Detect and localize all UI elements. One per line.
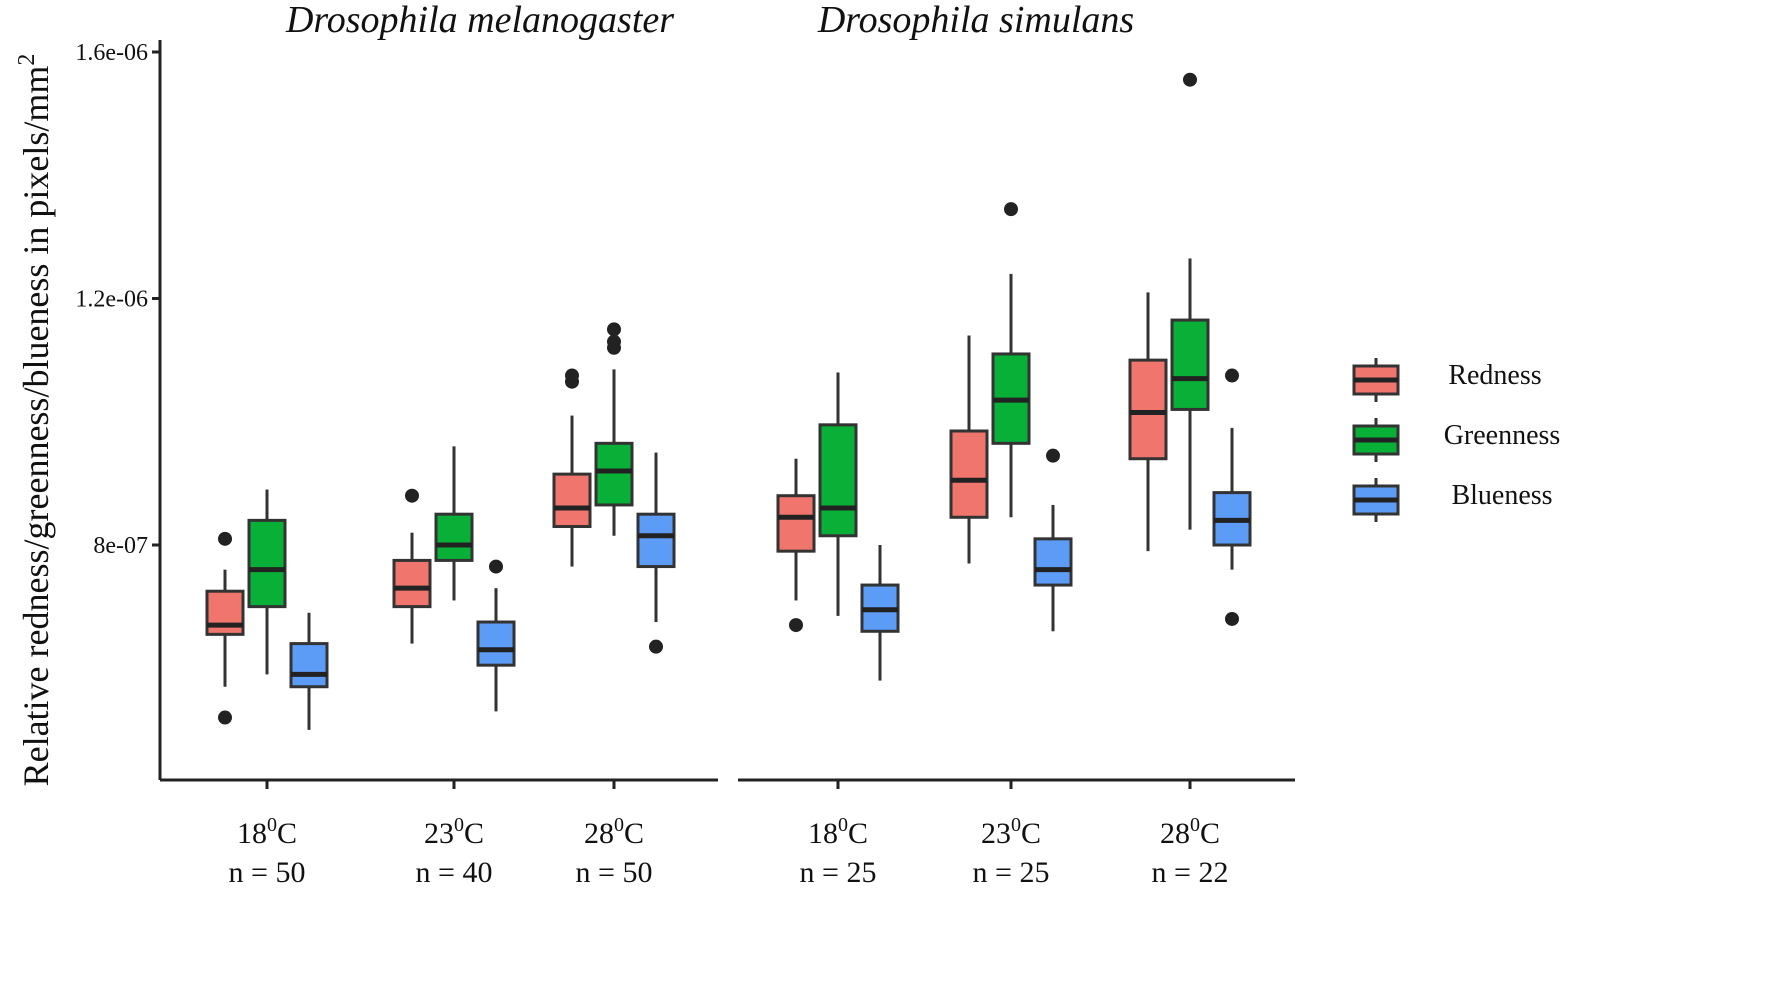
y-tick-label: 1.6e-06	[75, 40, 148, 66]
outlier-point	[1183, 72, 1197, 87]
box-redness	[552, 368, 592, 567]
iqr-box	[289, 642, 329, 689]
box-greenness	[1170, 72, 1210, 530]
legend-label: Blueness	[1451, 480, 1552, 511]
iqr-box	[1033, 537, 1073, 587]
outlier-point	[405, 488, 419, 503]
iqr-box	[1128, 358, 1168, 461]
sample-size-label: n = 50	[229, 856, 306, 889]
temperature-value: 18	[237, 817, 267, 850]
outlier-point	[1004, 202, 1018, 217]
sample-size-label: n = 50	[576, 856, 653, 889]
outlier-point	[649, 639, 663, 654]
temperature-value: 23	[981, 817, 1011, 850]
degree-superscript: 0	[614, 814, 624, 836]
box-greenness	[434, 446, 474, 601]
box-blueness	[860, 545, 900, 681]
legend-label: Redness	[1448, 360, 1541, 391]
outlier-point	[607, 322, 621, 337]
temperature-value: 28	[1160, 817, 1190, 850]
outlier-point	[789, 618, 803, 633]
panel-title: Drosophila melanogaster	[285, 0, 674, 41]
x-tick-label: 280C	[584, 814, 644, 850]
box-redness	[1128, 292, 1168, 552]
iqr-box	[636, 512, 676, 569]
sample-size-label: n = 40	[416, 856, 493, 889]
iqr-box	[776, 494, 816, 553]
y-tick-label: 8e-07	[93, 533, 148, 559]
box-greenness	[991, 202, 1031, 518]
box-greenness	[247, 489, 287, 675]
iqr-box	[392, 558, 432, 609]
legend: Redness Greenness Blueness	[1352, 358, 1561, 522]
temperature-unit: C	[1021, 817, 1041, 850]
iqr-box	[1170, 318, 1210, 411]
x-tick-label: 230C	[424, 814, 484, 850]
temperature-unit: C	[624, 817, 644, 850]
iqr-box	[594, 441, 634, 507]
temperature-value: 18	[808, 817, 838, 850]
outlier-point	[489, 559, 503, 574]
iqr-box	[434, 512, 474, 562]
iqr-box	[247, 518, 287, 609]
plot-area	[205, 72, 1252, 730]
degree-superscript: 0	[454, 814, 464, 836]
outlier-point	[218, 710, 232, 725]
box-greenness	[818, 372, 858, 616]
x-tick-label: 180C	[237, 814, 297, 850]
y-axis-label-text: Relative redness/greenness/blueness in p…	[16, 66, 56, 787]
temperature-unit: C	[464, 817, 484, 850]
box-redness	[949, 335, 989, 564]
box-redness	[776, 458, 816, 633]
temperature-value: 23	[424, 817, 454, 850]
box-greenness	[594, 322, 634, 536]
degree-superscript: 0	[1011, 814, 1021, 836]
panel-titles: Drosophila melanogaster Drosophila simula…	[285, 0, 1134, 41]
degree-superscript: 0	[1190, 814, 1200, 836]
temperature-unit: C	[277, 817, 297, 850]
box-blueness	[636, 452, 676, 654]
outlier-point	[565, 368, 579, 383]
box-blueness	[289, 612, 329, 730]
y-tick-label: 1.2e-06	[75, 287, 148, 313]
legend-label: Greenness	[1444, 420, 1561, 451]
iqr-box	[205, 589, 245, 636]
temperature-value: 28	[584, 817, 614, 850]
iqr-box	[476, 620, 516, 667]
legend-item-blueness: Blueness	[1352, 478, 1553, 522]
box-blueness	[1212, 368, 1252, 626]
x-tick-label: 180C	[808, 814, 868, 850]
sample-size-label: n = 22	[1152, 856, 1229, 889]
iqr-box	[552, 472, 592, 529]
y-axis: 8e-07 1.2e-06 1.6e-06	[75, 40, 162, 780]
outlier-point	[1225, 368, 1239, 383]
temperature-unit: C	[1200, 817, 1220, 850]
legend-item-redness: Redness	[1352, 358, 1542, 402]
box-redness	[392, 488, 432, 644]
degree-superscript: 0	[267, 814, 277, 836]
outlier-point	[1225, 611, 1239, 626]
y-axis-label: Relative redness/greenness/blueness in p…	[14, 54, 56, 787]
outlier-point	[1046, 448, 1060, 463]
x-tick-label: 280C	[1160, 814, 1220, 850]
temperature-unit: C	[848, 817, 868, 850]
outlier-point	[607, 334, 621, 349]
sample-size-label: n = 25	[973, 856, 1050, 889]
sample-size-label: n = 25	[800, 856, 877, 889]
iqr-box	[818, 423, 858, 538]
iqr-box	[949, 429, 989, 519]
box-redness	[205, 531, 245, 725]
panel-title: Drosophila simulans	[817, 0, 1134, 41]
outlier-point	[218, 531, 232, 546]
box-blueness	[476, 559, 516, 712]
y-axis-label-superscript: 2	[14, 54, 40, 66]
legend-item-greenness: Greenness	[1352, 418, 1561, 462]
box-blueness	[1033, 448, 1073, 632]
degree-superscript: 0	[838, 814, 848, 836]
x-tick-label: 230C	[981, 814, 1041, 850]
